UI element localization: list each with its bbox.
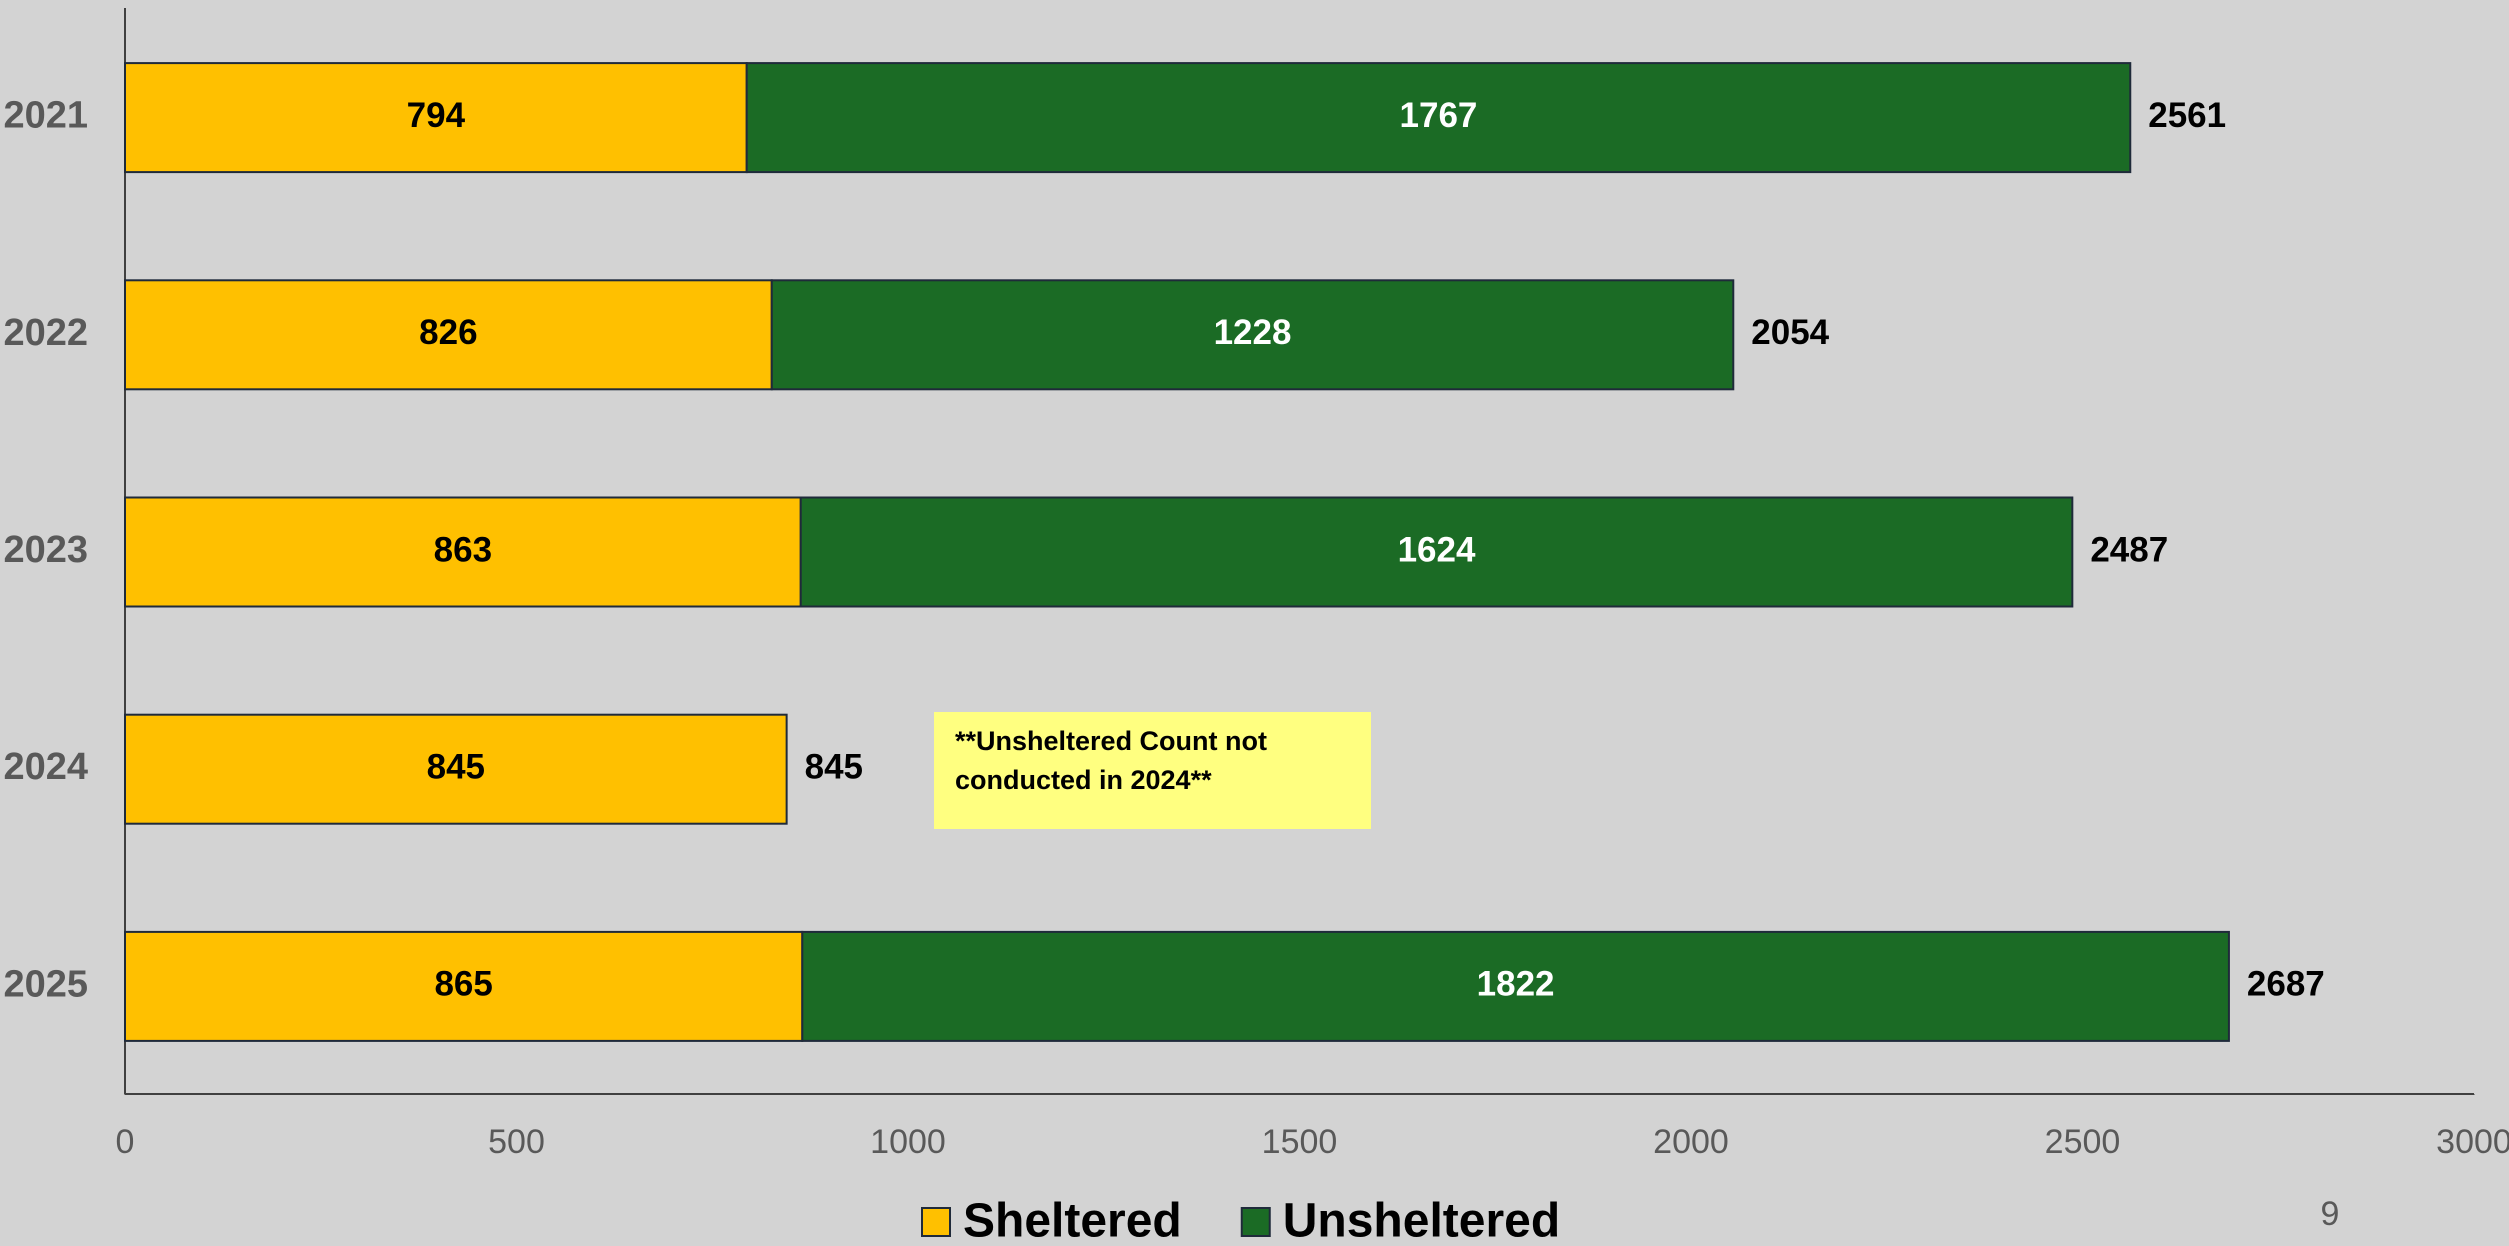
legend-swatch: [921, 1207, 951, 1237]
page-number: 9: [2321, 1195, 2340, 1233]
bar-segment: [799, 496, 2074, 608]
bar-segment: [801, 930, 2230, 1042]
bar-segment: [124, 279, 773, 391]
data-label: 845: [427, 747, 485, 786]
total-label: 2687: [2247, 965, 2325, 1004]
bar-segment: [124, 62, 748, 174]
annotation-line: **Unsheltered Count not: [955, 726, 1267, 756]
x-tick-label: 500: [488, 1123, 545, 1161]
x-tick-label: 2000: [1653, 1123, 1729, 1161]
x-tick-label: 2500: [2045, 1123, 2121, 1161]
total-label: 2487: [2090, 530, 2168, 569]
y-tick-label: 2025: [3, 963, 88, 1005]
bar-segment: [124, 930, 804, 1042]
data-label: 794: [407, 96, 466, 135]
legend-label: Sheltered: [963, 1195, 1182, 1246]
annotation-box: [934, 712, 1371, 829]
legend-swatch: [1240, 1207, 1271, 1237]
total-label: 2054: [1751, 313, 1829, 352]
y-tick-label: 2021: [3, 95, 88, 137]
bar-segment: [745, 62, 2132, 174]
x-tick-label: 1500: [1262, 1123, 1338, 1161]
total-label: 845: [805, 747, 863, 786]
x-tick-label: 0: [116, 1123, 135, 1161]
annotation-line: conducted in 2024**: [955, 765, 1212, 795]
x-tick-label: 1000: [870, 1123, 946, 1161]
y-tick-label: 2024: [3, 746, 88, 788]
x-tick-label: 3000: [2436, 1123, 2509, 1161]
data-label: 865: [434, 965, 492, 1004]
y-tick-label: 2023: [3, 529, 88, 571]
data-label: 1228: [1214, 313, 1292, 352]
bar-segment: [124, 713, 788, 825]
legend-label: Unsheltered: [1283, 1195, 1560, 1246]
total-label: 2561: [2148, 96, 2226, 135]
data-label: 1767: [1400, 96, 1478, 135]
data-label: 1822: [1477, 965, 1555, 1004]
bar-segment: [124, 496, 802, 608]
data-label: 1624: [1398, 530, 1476, 569]
bar-segment: [770, 279, 1735, 391]
data-label: 863: [434, 530, 492, 569]
y-tick-label: 2022: [3, 312, 88, 354]
data-label: 826: [419, 313, 477, 352]
